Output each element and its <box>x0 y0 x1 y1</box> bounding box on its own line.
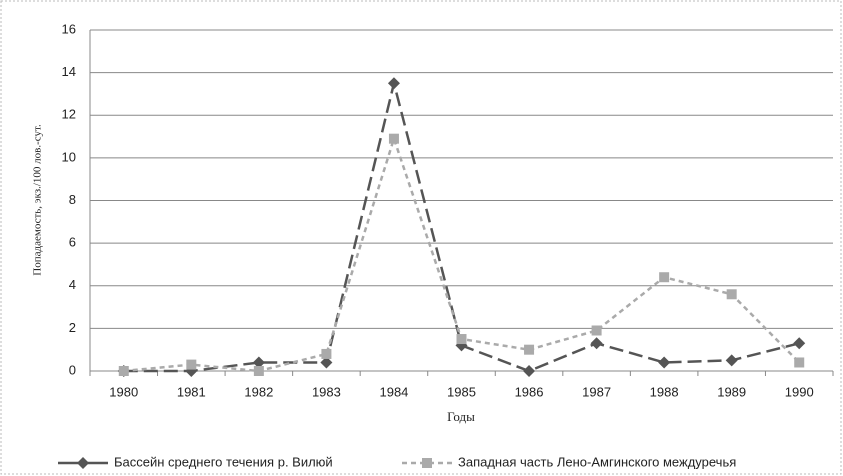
x-tick-label: 1986 <box>515 384 544 399</box>
marker <box>524 344 535 355</box>
marker <box>186 359 197 370</box>
marker <box>726 289 737 300</box>
marker <box>388 133 399 144</box>
marker <box>794 357 805 368</box>
x-tick-label: 1981 <box>177 384 206 399</box>
y-tick-label: 4 <box>69 277 76 292</box>
y-tick-label: 14 <box>62 64 76 79</box>
x-tick-label: 1982 <box>244 384 273 399</box>
x-axis-label: Годы <box>447 409 475 424</box>
legend-label: Бассейн среднего течения р. Вилюй <box>114 454 333 469</box>
marker <box>320 356 333 369</box>
y-tick-label: 6 <box>69 235 76 250</box>
y-tick-label: 2 <box>69 320 76 335</box>
series-line <box>123 82 800 373</box>
marker <box>321 348 332 359</box>
marker <box>590 337 603 350</box>
marker <box>252 356 265 369</box>
x-tick-label: 1987 <box>582 384 611 399</box>
marker <box>523 365 536 377</box>
y-tick-label: 10 <box>62 149 76 164</box>
x-tick-label: 1985 <box>447 384 476 399</box>
y-axis-label: Попадаемость, экз./100 лов.-сут. <box>32 124 44 276</box>
x-tick-label: 1989 <box>717 384 746 399</box>
x-tick-label: 1988 <box>650 384 679 399</box>
y-tick-label: 8 <box>69 192 76 207</box>
y-tick-label: 0 <box>69 362 76 377</box>
marker <box>725 354 738 367</box>
x-tick-label: 1980 <box>109 384 138 399</box>
y-tick-label: 16 <box>62 21 76 36</box>
legend-label: Западная часть Лено-Амгинского междуречь… <box>458 454 736 469</box>
legend-marker <box>422 458 432 468</box>
marker <box>793 337 806 350</box>
marker <box>456 334 467 345</box>
y-tick-label: 12 <box>62 107 76 122</box>
x-tick-label: 1984 <box>379 384 408 399</box>
x-tick-label: 1990 <box>785 384 814 399</box>
marker <box>387 77 400 90</box>
marker <box>658 356 671 369</box>
x-tick-label: 1983 <box>312 384 341 399</box>
legend-marker <box>77 457 89 469</box>
marker <box>659 272 670 283</box>
marker <box>253 366 264 376</box>
marker <box>591 325 602 336</box>
marker <box>118 366 129 376</box>
